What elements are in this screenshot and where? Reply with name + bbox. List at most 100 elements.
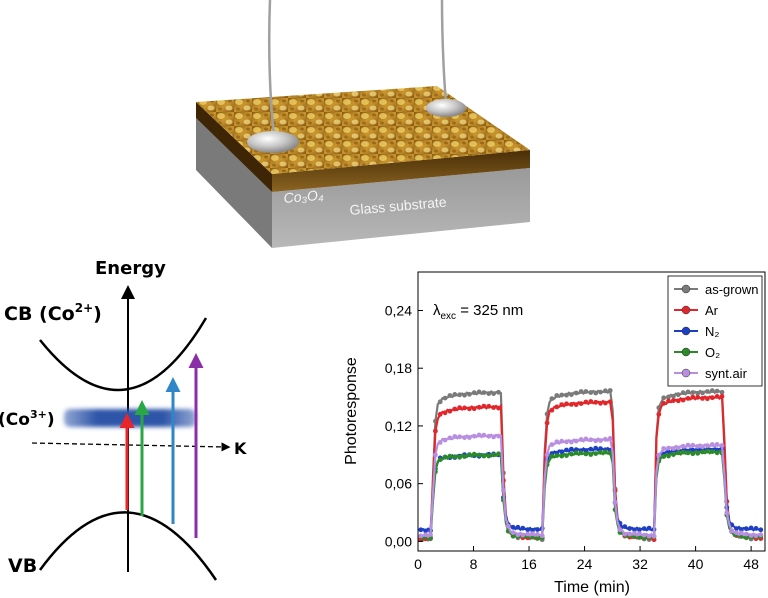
data-point (544, 420, 550, 426)
left-contact (247, 131, 299, 153)
data-point (564, 439, 569, 445)
data-point (734, 530, 739, 536)
data-point (695, 450, 701, 456)
vb-label: VB (8, 555, 37, 577)
data-point (593, 390, 599, 396)
valence-band (38, 511, 218, 581)
legend-entry: Ar (705, 303, 719, 318)
data-point (598, 449, 603, 455)
data-point (700, 390, 705, 396)
data-point (491, 405, 496, 410)
data-point (583, 389, 589, 394)
data-point (447, 453, 453, 459)
data-point (719, 389, 725, 395)
data-point (433, 452, 438, 458)
data-point (423, 532, 428, 538)
series-1 (418, 393, 764, 543)
data-point (573, 402, 579, 407)
data-point (690, 451, 696, 457)
data-point (709, 388, 715, 393)
data-point (753, 526, 759, 531)
y-tick-label: 0,12 (385, 418, 412, 434)
data-point (680, 443, 686, 449)
data-point (656, 411, 662, 417)
data-point (437, 440, 443, 445)
data-point (666, 398, 671, 404)
conduction-band (39, 317, 208, 392)
data-point (549, 407, 555, 413)
data-point (569, 446, 574, 452)
data-point (462, 392, 467, 398)
data-point (598, 400, 603, 406)
data-point (685, 442, 691, 448)
substrate-front (272, 168, 530, 248)
data-point (573, 450, 579, 456)
data-point (675, 450, 681, 456)
data-point (559, 402, 565, 407)
data-point (714, 388, 720, 394)
data-point (603, 400, 608, 406)
data-point (700, 396, 705, 401)
y-tick-label: 0,24 (385, 302, 412, 318)
data-point (748, 533, 754, 538)
data-point (530, 531, 535, 536)
data-point (569, 451, 574, 457)
data-point (554, 453, 560, 458)
energy-axis-label: Energy (95, 258, 166, 279)
data-point (680, 390, 686, 396)
k-axis (31, 442, 231, 452)
data-point (505, 523, 511, 529)
legend-marker (681, 368, 691, 378)
data-point (549, 442, 555, 447)
data-point (559, 392, 565, 398)
data-point (724, 510, 730, 516)
data-point (680, 397, 686, 403)
data-point (680, 449, 686, 455)
data-point (442, 454, 448, 460)
data-point (486, 391, 492, 396)
data-point (734, 526, 739, 531)
data-point (573, 390, 579, 396)
data-point (627, 531, 633, 537)
data-point (476, 432, 482, 438)
data-point (743, 526, 749, 532)
data-point (705, 443, 710, 449)
defect-level (64, 409, 196, 427)
defect-label: (Co3+) (0, 408, 55, 430)
legend-entry: N₂ (705, 324, 719, 339)
data-point (457, 405, 462, 411)
series-0 (418, 388, 764, 543)
data-point (705, 396, 710, 402)
data-point (535, 535, 540, 541)
data-point (471, 390, 477, 396)
data-point (719, 393, 725, 399)
data-point (496, 405, 501, 411)
data-point (437, 411, 443, 417)
data-point (486, 403, 492, 409)
data-point (583, 436, 589, 442)
data-point (491, 452, 496, 458)
data-point (525, 527, 531, 533)
data-point (559, 453, 565, 459)
data-point (685, 396, 691, 401)
data-point (578, 450, 584, 456)
data-point (481, 390, 487, 395)
legend-entry: synt.air (705, 366, 748, 381)
device-illustration: Co₃O₄ Glass substrate (196, 0, 530, 248)
data-point (564, 392, 569, 398)
plot-frame (417, 271, 766, 552)
data-point (452, 406, 458, 412)
legend-marker (681, 347, 691, 357)
data-point (583, 399, 589, 405)
data-point (666, 394, 671, 400)
data-point (666, 453, 671, 459)
data-point (520, 525, 526, 531)
data-point (535, 532, 540, 537)
data-point (588, 399, 594, 404)
data-point (685, 450, 691, 456)
data-point (467, 452, 472, 458)
data-point (535, 527, 540, 532)
data-point (603, 388, 608, 394)
data-point (481, 432, 487, 438)
data-point (442, 395, 448, 401)
